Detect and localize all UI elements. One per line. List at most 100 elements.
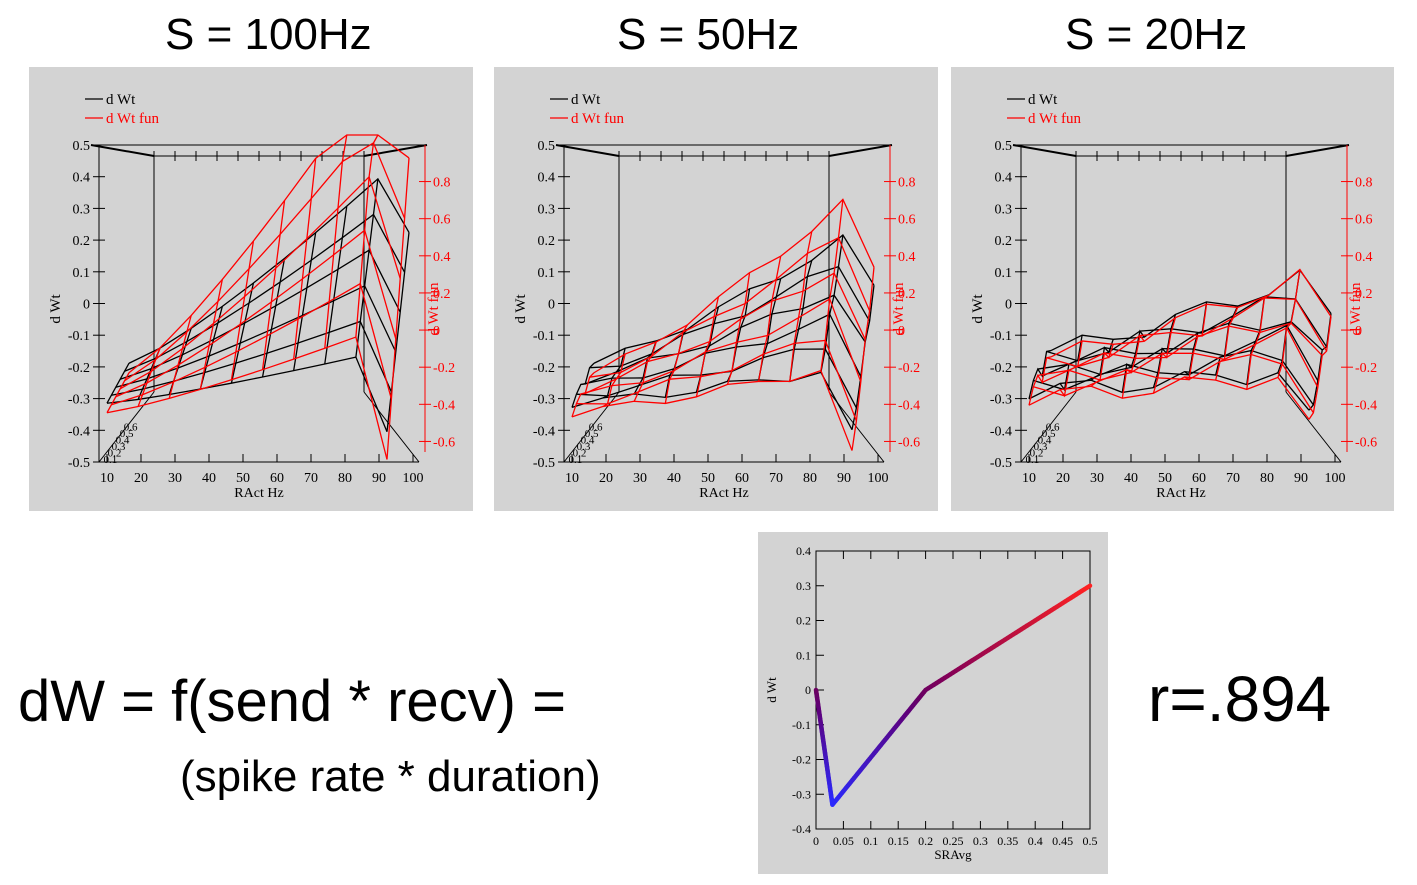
back-right-wedge [828,144,893,157]
y-tick-label: 0.3 [995,202,1013,217]
x-tick-label: 30 [1090,471,1104,486]
y2-tick-label: 0.2 [1355,287,1373,302]
surface-line-d-wt-fun [633,341,657,402]
line-plot-svg: 0.40.30.20.10-0.1-0.2-0.3-0.40 0.05 0.1 0.1… [764,544,1098,862]
x-axis-label: RAct Hz [1156,486,1205,501]
y-tick-label: 0.1 [995,266,1013,281]
y-tick-label: 0 [83,298,90,313]
surface-line-d-wt-fun [1033,353,1314,414]
surface-line-d-wt [293,232,317,371]
surface-line-d-wt-fun [1308,316,1332,420]
x-tick-label: 0.2 [918,834,933,848]
surface-line-d-wt-fun [1215,307,1239,381]
y2-tick-label: 0.2 [433,287,451,302]
surface-line-d-wt [106,356,388,432]
correlation-value: r=.894 [1148,663,1332,735]
surface-line-d-wt-fun [758,256,782,382]
x-tick-label: 100 [1325,471,1346,486]
surface-line-d-wt-fun [664,324,688,404]
y-tick-label: 0.3 [73,202,91,217]
y-tick-label: 0 [1005,298,1012,313]
y-tick-label: 0.4 [538,171,556,186]
surface-line-d-wt-fun [1059,340,1083,398]
y-tick-label: -0.5 [990,456,1012,471]
y-tick-label: -0.5 [533,456,555,471]
plot-frame [815,550,1091,830]
y2-tick-label: 0 [433,324,440,339]
surface-line-d-wt [230,282,255,384]
surface-line-d-wt [602,348,626,399]
surface-line-d-wt [593,234,875,364]
x-tick-label: 90 [372,471,386,486]
equation-line-2: (spike rate * duration) [180,752,601,801]
x-axis-label: RAct Hz [234,486,283,501]
y2-tick-label: -0.2 [433,361,455,376]
depth-tick-label: 0.1 [569,454,583,466]
y2-tick-label: 0.4 [1355,250,1373,265]
back-right-wedge [1285,144,1350,157]
surface-line-d-wt [1121,329,1145,393]
y-tick-label: 0.5 [995,139,1013,154]
x-tick-label: 0 [813,834,819,848]
depth-axis-right [1285,391,1342,463]
surface-line-d-wt-fun [1152,317,1177,394]
x-tick-label: 60 [1192,471,1206,486]
x-tick-label: 80 [803,471,817,486]
y2-tick-label: 0.4 [433,250,451,265]
y-tick-label: -0.4 [68,424,90,439]
y2-tick-label: 0.2 [898,287,916,302]
x-tick-label: 10 [100,471,114,486]
y-tick-label: -0.4 [792,822,811,836]
y-tick-label: 0.2 [73,234,91,249]
x-tick-label: 20 [1056,471,1070,486]
y2-axis-label: d Wt fun [1348,282,1364,336]
x-tick-label: 80 [1260,471,1274,486]
line-plot-sravg: 0.4 0.3 0.2 0.1 0 -0.1 -0.2 -0.3 -0.4 0 0.05 0.1 0.1… [758,532,1108,874]
surface-line-d-wt [1033,349,1314,406]
y2-axis-label: d Wt fun [426,282,442,336]
x-tick-label: 0.25 [943,834,964,848]
depth-tick-label: 0.3 [577,441,591,453]
surface-line-d-wt-fun [355,134,379,338]
surface-line-d-wt [1028,370,1310,411]
y-tick-label: 0.2 [538,234,556,249]
x-tick-label: 10 [1022,471,1036,486]
y2-tick-label: 0.6 [1355,213,1373,228]
y2-tick-label: -0.2 [898,361,920,376]
surface-line-d-wt [571,371,853,431]
surface-plot-20hz: d Wt d Wt fun 0.5 0.4 0.3 0.2 0.1 0 -0.1 -0.2 -0.3… [951,67,1394,511]
x-tick-label: 50 [1158,471,1172,486]
x-tick-label: 70 [1226,471,1240,486]
surface-line-d-wt-fun [1028,356,1052,406]
depth-tick-label: 0.2 [573,447,587,459]
surface-line-d-wt [1152,314,1177,388]
surface-line-d-wt-fun [386,157,410,460]
legend-label: d Wt [571,92,601,108]
depth-axis-left [98,391,155,463]
surface-line-d-wt-fun [168,315,192,399]
surface-line-d-wt-fun [576,339,858,422]
surface-line-d-wt-fun [851,267,875,451]
x-tick-label: 100 [868,471,889,486]
x-tick-label: 100 [403,471,424,486]
surface-svg-50hz: d Wtd Wt fun0.50.40.30.20.10-0.1-0.2-0.3… [513,92,920,501]
surface-line-d-wt [386,232,410,432]
x-tick-label: 60 [270,471,284,486]
y2-tick-label: 0.6 [433,213,451,228]
surface-svg-100hz: d Wtd Wt fun0.50.40.30.20.10-0.1-0.2-0.3… [48,92,455,501]
y2-tick-label: 0 [1355,324,1362,339]
depth-tick-label: 0.2 [108,447,122,459]
surface-line-d-wt [111,320,392,396]
y-tick-label: -0.2 [792,753,811,767]
x-tick-label: 70 [769,471,783,486]
equation-line-1: dW = f(send * recv) = [18,669,566,734]
y-tick-label: -0.1 [533,329,555,344]
x-tick-label: 0.3 [973,834,988,848]
x-tick-label: 40 [202,471,216,486]
surface-line-d-wt-fun [111,282,393,406]
y-tick-label: -0.1 [792,718,811,732]
surface-line-d-wt [261,258,286,378]
surface-line-d-wt-fun [1028,376,1310,420]
x-tick-label: 0.15 [888,834,909,848]
y-tick-label: 0.5 [73,139,91,154]
